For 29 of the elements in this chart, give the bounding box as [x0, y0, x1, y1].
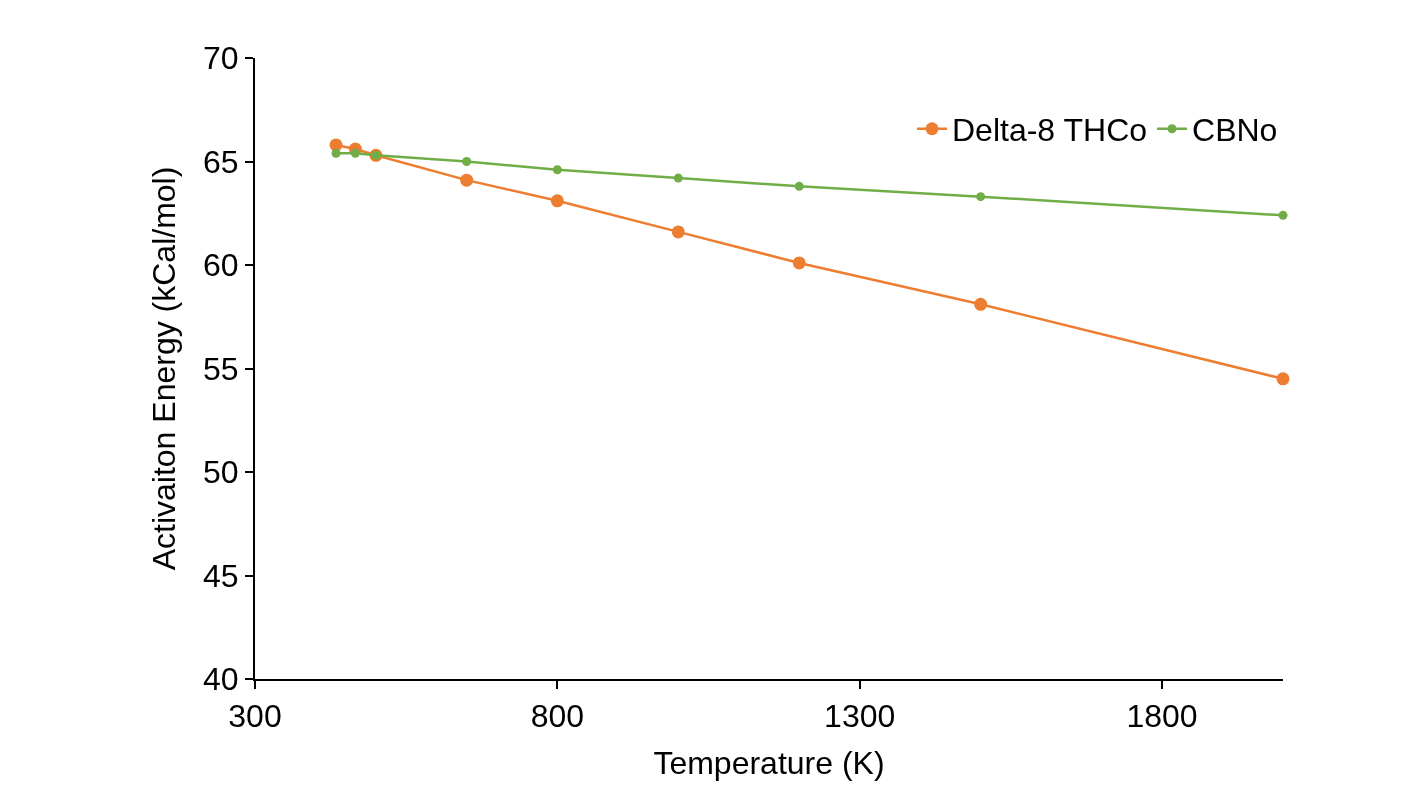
- point: [1276, 372, 1290, 386]
- point: [671, 225, 685, 239]
- legend-label: CBNo: [1192, 112, 1278, 149]
- y-tick-label: 45: [203, 557, 239, 594]
- point: [350, 148, 360, 158]
- x-tick-label: 300: [228, 698, 282, 735]
- point: [974, 297, 988, 311]
- point: [792, 256, 806, 270]
- x-tick-label: 1800: [1126, 698, 1198, 735]
- x-tick-label: 1300: [824, 698, 896, 735]
- x-tick-label: 800: [530, 698, 585, 735]
- y-tick-label: 50: [203, 454, 239, 491]
- legend-label: Delta-8 THCo: [952, 112, 1148, 149]
- y-tick-label: 60: [203, 247, 239, 284]
- point: [976, 192, 986, 202]
- point: [1278, 210, 1288, 220]
- point: [794, 181, 804, 191]
- x-axis-title: Temperature (K): [653, 744, 885, 781]
- point: [460, 173, 474, 187]
- point: [550, 194, 564, 208]
- y-tick-label: 55: [203, 350, 239, 387]
- y-tick-label: 40: [203, 661, 239, 698]
- point: [462, 157, 472, 166]
- point: [331, 148, 341, 158]
- y-tick-label: 65: [203, 143, 239, 180]
- y-tick-label: 70: [203, 40, 239, 77]
- point: [673, 173, 683, 183]
- y-axis-title: Activaiton Energy (kCal/mol): [145, 166, 182, 571]
- point: [552, 165, 562, 175]
